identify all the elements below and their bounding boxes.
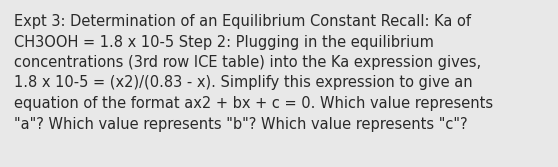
Text: CH3OOH = 1.8 x 10-5 Step 2: Plugging in the equilibrium: CH3OOH = 1.8 x 10-5 Step 2: Plugging in … [14, 35, 434, 49]
Text: equation of the format ax2 + bx + c = 0. Which value represents: equation of the format ax2 + bx + c = 0.… [14, 96, 493, 111]
Text: concentrations (3rd row ICE table) into the Ka expression gives,: concentrations (3rd row ICE table) into … [14, 55, 481, 70]
Text: 1.8 x 10-5 = (x2)/(0.83 - x). Simplify this expression to give an: 1.8 x 10-5 = (x2)/(0.83 - x). Simplify t… [14, 75, 473, 91]
Text: "a"? Which value represents "b"? Which value represents "c"?: "a"? Which value represents "b"? Which v… [14, 117, 468, 131]
Text: Expt 3: Determination of an Equilibrium Constant Recall: Ka of: Expt 3: Determination of an Equilibrium … [14, 14, 471, 29]
